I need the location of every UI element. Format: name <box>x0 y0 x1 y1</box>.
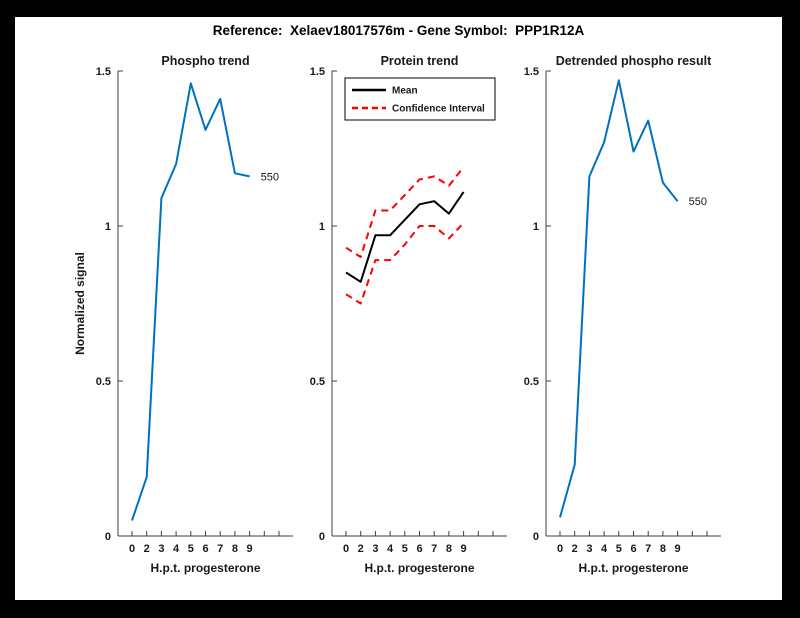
x-tick-label: 6 <box>416 543 422 555</box>
x-tick-label: 9 <box>675 543 681 555</box>
x-tick-label: 6 <box>630 543 636 555</box>
x-tick-label: 9 <box>461 543 467 555</box>
y-tick-label: 1 <box>105 221 111 233</box>
series-line-lower-confidence-interval <box>345 222 465 305</box>
x-tick-label: 7 <box>645 543 651 555</box>
legend-entry-label: Mean <box>392 86 418 97</box>
y-tick-label: 0.5 <box>310 376 325 388</box>
x-tick-label: 2 <box>358 543 364 555</box>
x-tick-label: 4 <box>387 543 394 555</box>
subplot-title: Protein trend <box>381 54 459 68</box>
series-end-label: 550 <box>261 171 279 183</box>
x-tick-label: 3 <box>372 543 378 555</box>
x-tick-label: 4 <box>173 543 180 555</box>
x-tick-label: 6 <box>202 543 208 555</box>
x-tick-label: 2 <box>572 543 578 555</box>
series-line-mean <box>345 191 465 283</box>
x-tick-label: 7 <box>217 543 223 555</box>
axes: 00.511.50 2 3 4 5 6 7 8 9 <box>96 66 293 555</box>
y-tick-label: 1 <box>533 221 539 233</box>
y-tick-label: 0 <box>533 531 539 543</box>
legend-entry-label: Confidence Interval <box>392 104 485 115</box>
series-line-550 <box>131 82 250 521</box>
legend: Mean Confidence Interval <box>344 77 496 121</box>
x-tick-label: 3 <box>158 543 164 555</box>
y-tick-label: 1.5 <box>96 66 111 78</box>
subplot-title: Phospho trend <box>161 54 249 68</box>
series-line-upper-confidence-interval <box>345 166 465 258</box>
y-tick-label: 0 <box>105 531 111 543</box>
y-tick-label: 1.5 <box>524 66 539 78</box>
x-tick-label: 0 <box>557 543 563 555</box>
y-axis-label: Normalized signal <box>73 252 87 355</box>
x-tick-label: 5 <box>188 543 194 555</box>
x-tick-label: 7 <box>431 543 437 555</box>
x-axis-label: H.p.t. progesterone <box>150 561 260 575</box>
y-tick-label: 0.5 <box>96 376 111 388</box>
axes: 00.511.50 2 3 4 5 6 7 8 9 <box>524 66 721 555</box>
series-end-label: 550 <box>689 196 707 208</box>
x-tick-label: 8 <box>660 543 666 555</box>
x-axis-label: H.p.t. progesterone <box>364 561 474 575</box>
x-tick-label: 5 <box>402 543 408 555</box>
legend-box <box>344 77 496 121</box>
x-tick-label: 9 <box>247 543 253 555</box>
x-tick-label: 5 <box>616 543 622 555</box>
x-tick-label: 0 <box>129 543 135 555</box>
series-line-550 <box>559 79 679 518</box>
x-tick-label: 8 <box>232 543 238 555</box>
x-axis-label: H.p.t. progesterone <box>578 561 688 575</box>
y-tick-label: 0 <box>319 531 325 543</box>
x-tick-label: 8 <box>446 543 452 555</box>
y-tick-label: 0.5 <box>524 376 539 388</box>
x-tick-label: 4 <box>601 543 608 555</box>
figure-title: Reference: Xelaev18017576m - Gene Symbol… <box>212 23 585 38</box>
y-tick-label: 1.5 <box>310 66 325 78</box>
axes: 00.511.50 2 3 4 5 6 7 8 9 <box>310 66 507 555</box>
y-tick-label: 1 <box>319 221 325 233</box>
subplot-title: Detrended phospho result <box>556 54 712 68</box>
x-tick-label: 2 <box>144 543 150 555</box>
x-tick-label: 3 <box>586 543 592 555</box>
x-tick-label: 0 <box>343 543 349 555</box>
